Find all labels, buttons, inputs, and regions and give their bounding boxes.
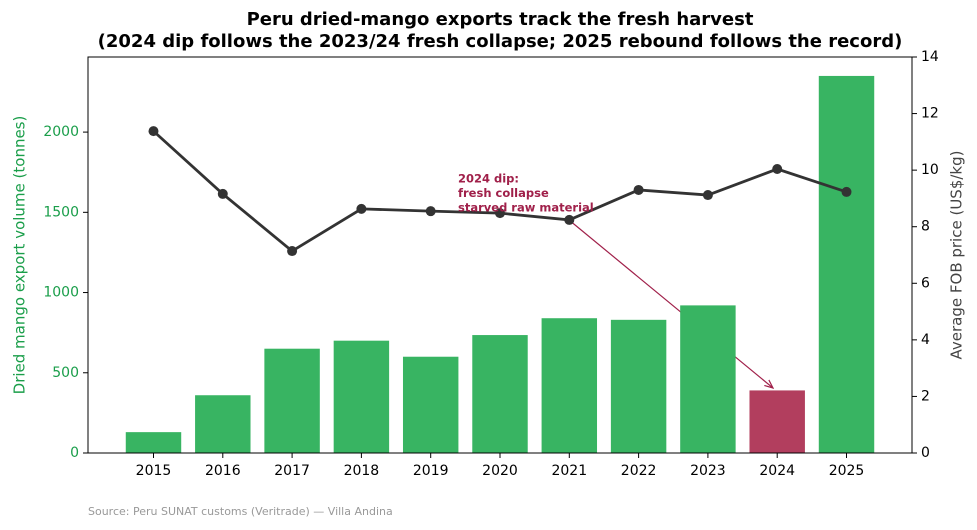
y2-tick-label: 2 [921,388,930,404]
y2-tick-label: 12 [921,106,939,122]
bar [610,319,667,453]
price-point [841,186,852,197]
bar [333,340,390,453]
y2-axis-label: Average FOB price (US$/kg) [948,151,966,360]
x-tick-label: 2018 [344,463,380,479]
bar [264,348,320,453]
annotation-text: starved raw material [458,201,594,215]
price-point [495,208,505,219]
x-tick-label: 2017 [274,463,310,479]
price-point [217,188,228,199]
bar [125,432,182,453]
x-tick-label: 2019 [413,463,449,479]
price-point [702,190,713,201]
x-tick-label: 2016 [205,463,241,479]
bar [818,75,875,454]
y-tick-label: 0 [70,445,79,461]
price-point [425,206,436,217]
x-tick-label: 2021 [551,463,587,479]
y2-tick-label: 8 [921,219,930,235]
y2-tick-label: 0 [921,445,930,461]
x-tick-label: 2020 [482,463,518,479]
y2-tick-label: 14 [921,49,939,65]
plot-frame [87,56,913,454]
y2-tick-label: 10 [921,162,939,178]
bar [472,335,528,453]
y-tick-label: 2000 [43,124,79,140]
chart-subtitle: (2024 dip follows the 2023/24 fresh coll… [98,31,903,52]
y2-tick-label: 4 [921,332,930,348]
bar [541,318,598,453]
y-tick-label: 1000 [43,285,79,301]
annotation-arrow [568,219,773,388]
bar [680,305,736,453]
y-tick-label: 500 [52,365,79,381]
x-tick-label: 2015 [136,463,172,479]
price-point [772,164,783,175]
price-point [633,184,644,195]
price-point [287,246,298,257]
y2-tick-label: 6 [921,275,930,291]
x-tick-label: 2023 [690,463,726,479]
source-note: Source: Peru SUNAT customs (Veritrade) —… [88,505,393,518]
y-tick-label: 1500 [43,204,79,220]
bar [195,395,251,453]
chart-title: Peru dried-mango exports track the fresh… [247,9,754,30]
annotation-text: 2024 dip: [458,172,519,186]
annotation-text: fresh collapse [458,186,549,200]
x-tick-label: 2022 [621,463,657,479]
bar [402,356,459,453]
price-point [356,203,367,214]
x-tick-label: 2024 [759,463,795,479]
price-point [564,214,575,225]
x-tick-label: 2025 [829,463,865,479]
price-point [148,126,159,137]
y-axis-label: Dried mango export volume (tonnes) [11,116,29,395]
bar [749,390,805,453]
